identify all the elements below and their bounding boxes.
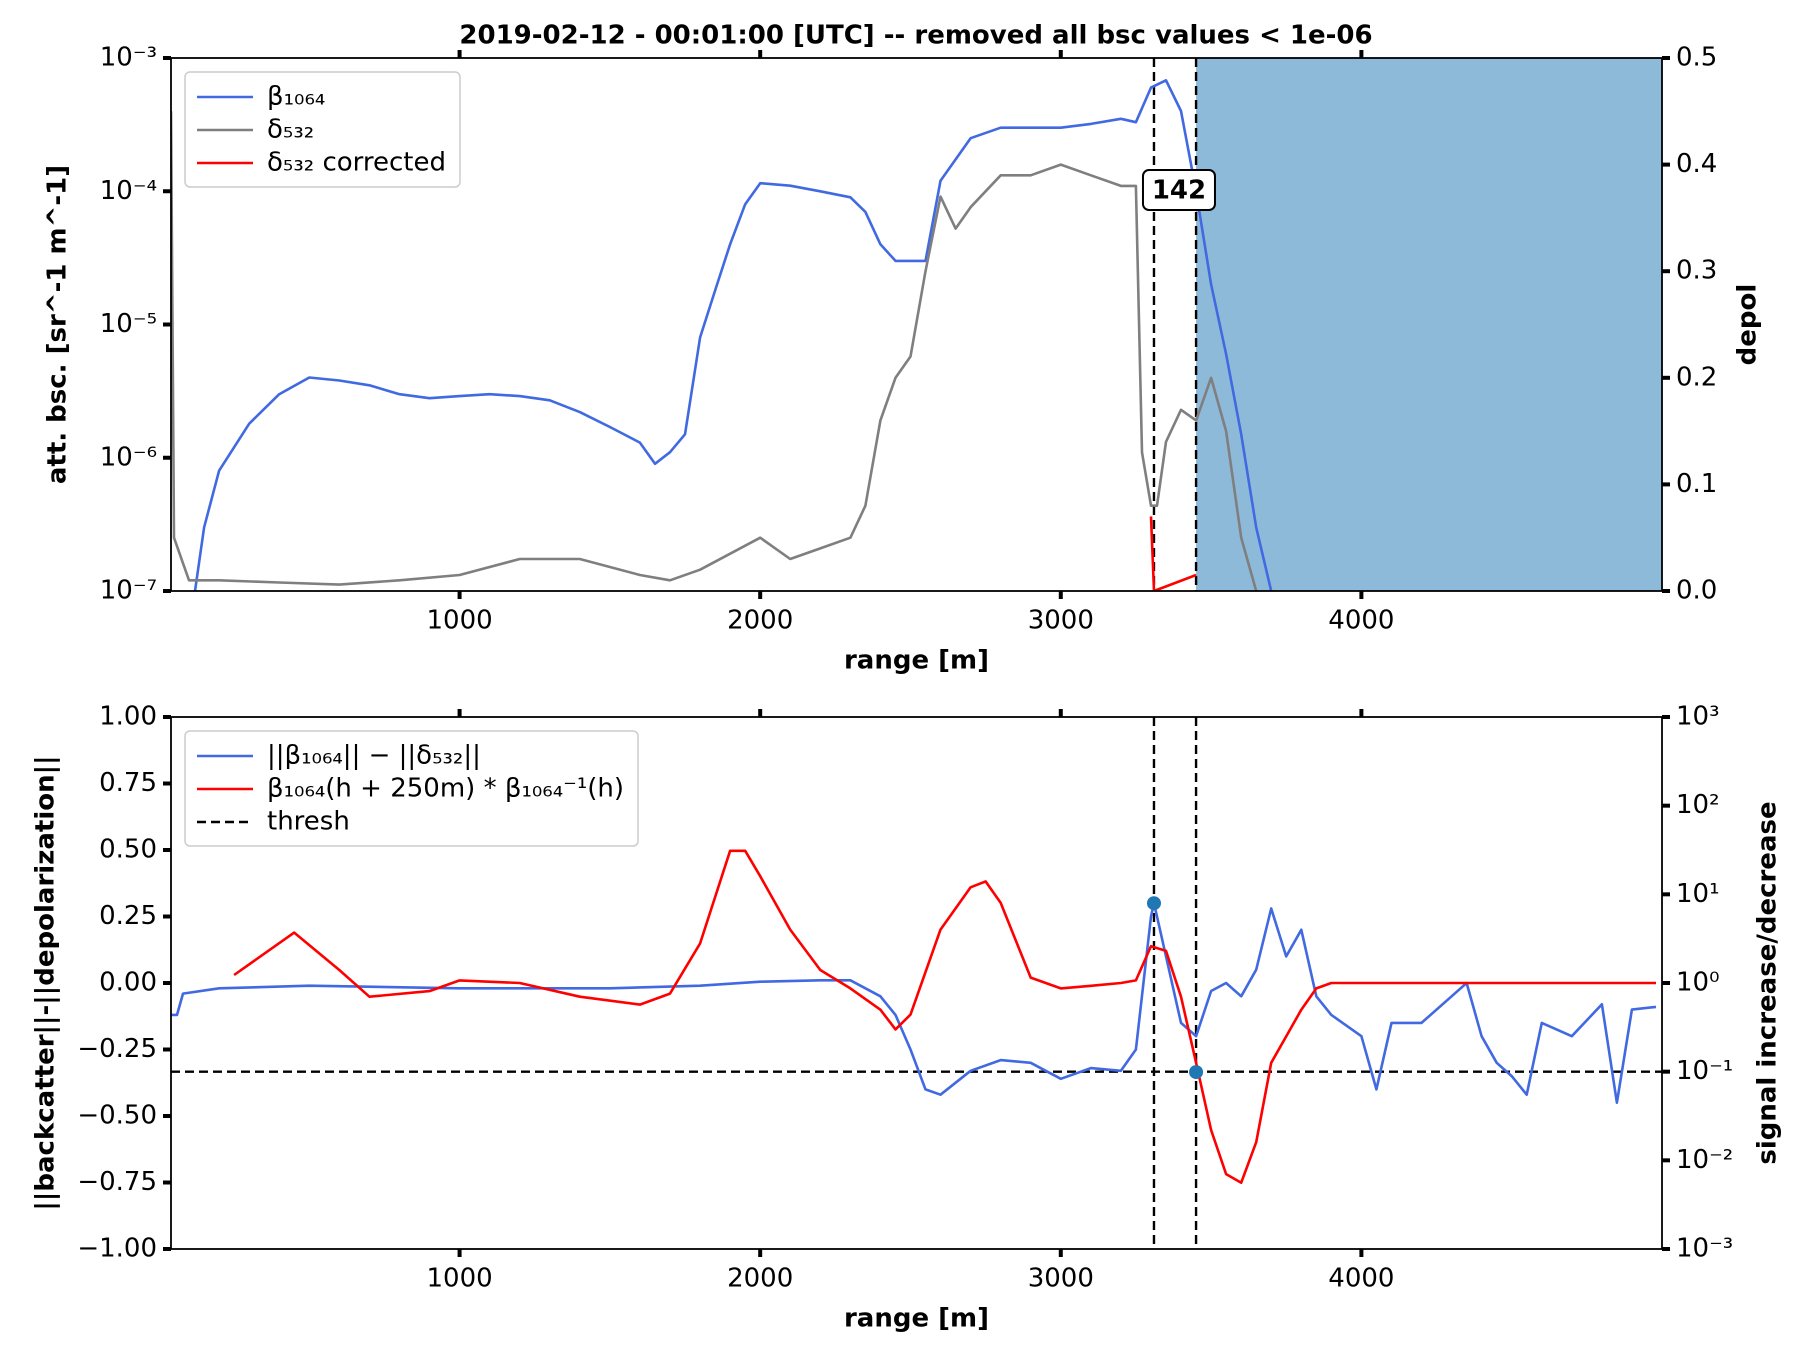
x-tick-label: 3000 — [1028, 606, 1094, 636]
legend-label: β₁₀₆₄ — [267, 82, 325, 112]
y2-tick-label: 10⁻² — [1676, 1145, 1733, 1175]
x-axis-label: range [m] — [844, 1304, 989, 1334]
legend: ||β₁₀₆₄|| − ||δ₅₃₂||β₁₀₆₄(h + 250m) * β₁… — [184, 730, 639, 847]
annotation: 142 — [1152, 176, 1206, 206]
x-tick-label: 2000 — [727, 606, 793, 636]
y-tick-label: 10⁻⁴ — [100, 176, 157, 206]
y-tick-label: 0.00 — [99, 968, 157, 998]
x-tick-label: 2000 — [727, 1264, 793, 1294]
x-tick-label: 1000 — [426, 1264, 492, 1294]
y2-tick-label: 0.3 — [1676, 256, 1717, 286]
y-tick-label: −0.75 — [77, 1167, 157, 1197]
chart-title: 2019-02-12 - 00:01:00 [UTC] -- removed a… — [459, 21, 1372, 51]
marker-point — [1146, 896, 1161, 911]
y-tick-label: −1.00 — [77, 1234, 157, 1264]
legend-frame — [184, 71, 461, 188]
y2-tick-label: 0.2 — [1676, 362, 1717, 392]
x-axis-label: range [m] — [844, 646, 989, 676]
y2-tick-label: 10⁰ — [1676, 968, 1720, 998]
y-tick-label: 10⁻⁷ — [100, 576, 157, 606]
legend-label: thresh — [267, 807, 350, 837]
y-tick-label: 0.50 — [99, 835, 157, 865]
data-line — [233, 849, 1656, 1184]
legend-label: δ₅₃₂ corrected — [267, 148, 446, 178]
y-tick-label: 1.00 — [99, 702, 157, 732]
data-line — [1149, 516, 1197, 591]
y2-tick-label: 10⁻³ — [1676, 1234, 1733, 1264]
y-tick-label: 10⁻³ — [100, 43, 157, 73]
y2-tick-label: 0.5 — [1676, 43, 1717, 73]
x-tick-label: 4000 — [1328, 1264, 1394, 1294]
y2-tick-label: 0.0 — [1676, 576, 1717, 606]
legend-frame — [184, 730, 639, 847]
marker-point — [1189, 1065, 1204, 1080]
data-line — [171, 111, 1258, 591]
y2-tick-label: 0.1 — [1676, 469, 1717, 499]
legend-label: β₁₀₆₄(h + 250m) * β₁₀₆₄⁻¹(h) — [267, 774, 624, 804]
y2-tick-label: 0.4 — [1676, 149, 1717, 179]
data-line — [193, 79, 1273, 591]
y-tick-label: 10⁻⁶ — [100, 442, 157, 472]
y-tick-label: −0.25 — [77, 1034, 157, 1064]
x-tick-label: 3000 — [1028, 1264, 1094, 1294]
y-axis-label: ||backcatter||-||depolarization|| — [31, 755, 61, 1210]
y2-tick-label: 10² — [1676, 790, 1720, 820]
legend-label: ||β₁₀₆₄|| − ||δ₅₃₂|| — [267, 741, 481, 771]
y2-tick-label: 10⁻¹ — [1676, 1056, 1733, 1086]
y-tick-label: 10⁻⁵ — [100, 309, 157, 339]
x-tick-label: 1000 — [426, 606, 492, 636]
y-axis-label: att. bsc. [sr^-1 m^-1] — [43, 165, 73, 484]
legend-label: δ₅₃₂ — [267, 115, 314, 145]
y-tick-label: 0.25 — [99, 901, 157, 931]
y2-axis-label: depol — [1733, 284, 1763, 366]
y2-tick-label: 10³ — [1676, 702, 1720, 732]
y-tick-label: 0.75 — [99, 768, 157, 798]
annotation-box — [1141, 169, 1216, 211]
x-tick-label: 4000 — [1328, 606, 1394, 636]
shaded-span — [1196, 58, 1662, 591]
y2-axis-label: signal increase/decrease — [1753, 801, 1783, 1164]
y-tick-label: −0.50 — [77, 1101, 157, 1131]
y2-tick-label: 10¹ — [1676, 879, 1720, 909]
data-line — [171, 901, 1657, 1104]
